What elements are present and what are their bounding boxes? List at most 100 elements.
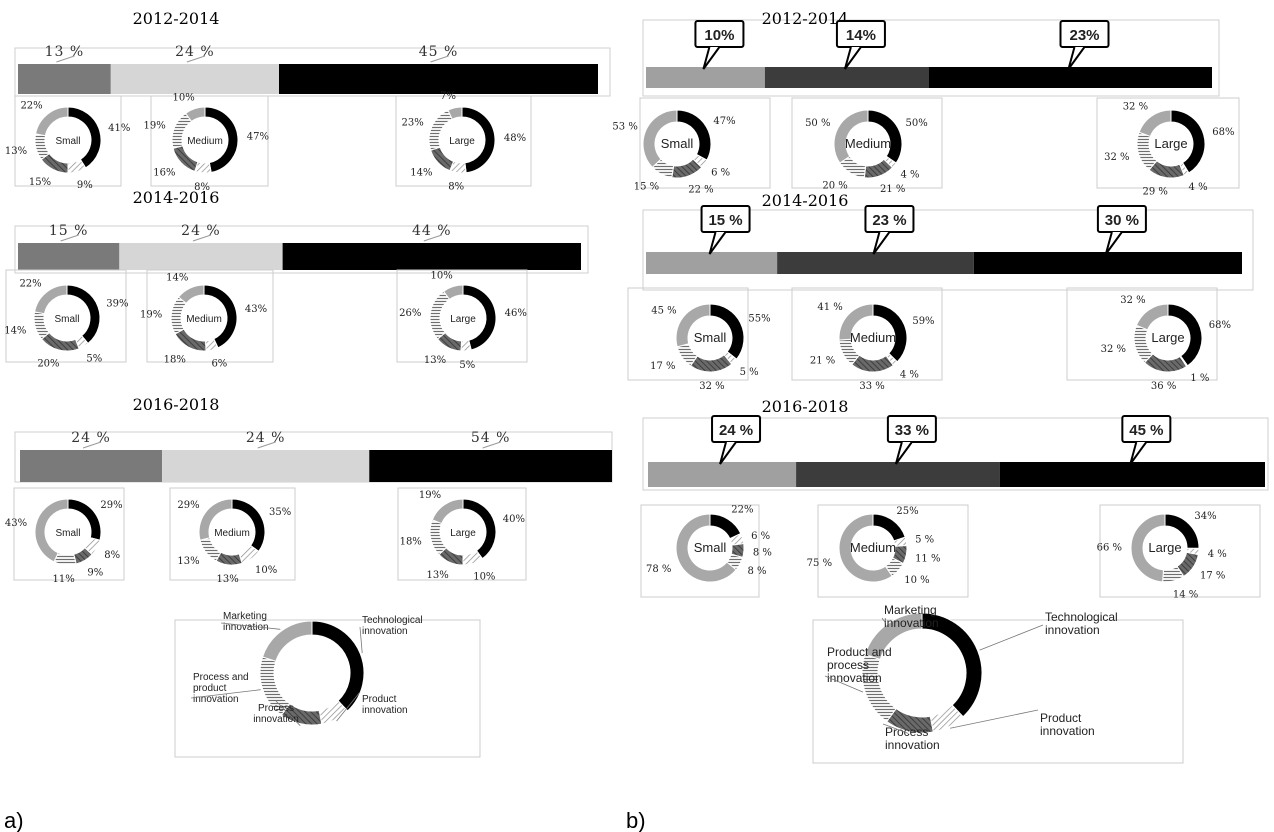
donut-center-label: Medium bbox=[850, 540, 896, 555]
donut-frame bbox=[13, 487, 125, 581]
donut-value-label: 5 % bbox=[915, 535, 934, 546]
legend-leader bbox=[950, 709, 1039, 729]
label-leader bbox=[482, 441, 501, 449]
donut-large-slice-3 bbox=[429, 519, 447, 556]
donut-value-label: 19% bbox=[143, 120, 165, 131]
legend-label: Product and process innovation bbox=[827, 645, 892, 685]
donut-value-label: 35% bbox=[269, 507, 291, 518]
donut-medium-slice-4 bbox=[838, 303, 874, 341]
bar-segment-label: 10% bbox=[704, 27, 734, 44]
donut-value-label: 39% bbox=[106, 298, 128, 309]
donut-large-slice-4 bbox=[447, 106, 463, 120]
bar-segment-label: 23 % bbox=[872, 212, 906, 229]
legend-leader bbox=[882, 723, 909, 734]
callout-pointer bbox=[843, 46, 862, 70]
chart-title: 2016-2018 bbox=[133, 395, 220, 414]
donut-value-label: 18% bbox=[164, 354, 186, 365]
donut-value-label: 13% bbox=[177, 556, 199, 567]
donut-value-label: 8% bbox=[104, 550, 120, 561]
bar-segment-1 bbox=[764, 67, 929, 88]
donut-value-label: 17 % bbox=[650, 361, 675, 372]
donut-small-slice-4 bbox=[33, 284, 68, 315]
bar-segment-1 bbox=[796, 462, 1000, 487]
bar-segment-1 bbox=[777, 252, 974, 274]
bar-segment-label: 14% bbox=[846, 27, 876, 44]
bar-segment-label: 44 % bbox=[412, 223, 452, 239]
donut-value-label: 40% bbox=[503, 514, 525, 525]
donut-center-label: Medium bbox=[186, 314, 222, 325]
donut-medium-slice-2 bbox=[851, 354, 894, 373]
donut-small: Small 39% 5% 20% 14% 22% bbox=[4, 279, 128, 370]
label-leader bbox=[60, 234, 79, 242]
bar-segment-label: 33 % bbox=[895, 422, 929, 439]
donut-value-label: 75 % bbox=[807, 558, 832, 569]
donut-value-label: 48% bbox=[504, 133, 526, 144]
donut-medium-slice-4 bbox=[198, 498, 233, 541]
donut-value-label: 21 % bbox=[880, 184, 905, 195]
donut-frame bbox=[1096, 97, 1240, 189]
donut-frame bbox=[639, 97, 771, 189]
donut-frame bbox=[14, 95, 122, 187]
donut-value-label: 32 % bbox=[1123, 101, 1148, 112]
donut-medium-slice-0 bbox=[872, 513, 906, 542]
bar-segment-1 bbox=[110, 64, 279, 94]
legend-leader bbox=[220, 622, 281, 630]
donut-value-label: 14 % bbox=[1173, 589, 1198, 600]
donut-small: Small 55% 5 % 32 % 17 % 45 % bbox=[650, 303, 771, 392]
donut-value-label: 25% bbox=[896, 506, 918, 517]
donut-value-label: 10% bbox=[255, 565, 277, 576]
donut-value-label: 36 % bbox=[1151, 381, 1176, 392]
legend-leader bbox=[336, 691, 361, 722]
donut-center-label: Large bbox=[450, 314, 476, 325]
donut-value-label: 6 % bbox=[711, 168, 730, 179]
donut-value-label: 19% bbox=[419, 490, 441, 501]
donut-value-label: 32 % bbox=[1104, 152, 1129, 163]
chart-title: 2012-2014 bbox=[133, 9, 220, 28]
callout-pointer bbox=[719, 441, 737, 465]
bar-segment-label: 54 % bbox=[471, 430, 511, 446]
bar-segment-label: 23% bbox=[1069, 27, 1099, 44]
chart-b-2012-2014: 2012-2014 10% 14% 23% Small 47% 6 % 22 % 15 % 53 … bbox=[612, 9, 1240, 197]
legend-frame bbox=[812, 619, 1184, 764]
bar-segment-label: 24 % bbox=[71, 430, 111, 446]
donut-value-label: 14% bbox=[4, 325, 26, 336]
chart-title: 2014-2016 bbox=[133, 188, 220, 207]
bar-segment-label: 45 % bbox=[419, 44, 459, 60]
chart-a-2014-2016: 2014-2016 15 % 24 % 44 % Small 39% 5% 20% 14% 22%… bbox=[4, 188, 589, 371]
donut-value-label: 4 % bbox=[1189, 182, 1208, 193]
donut-value-label: 8% bbox=[194, 182, 210, 193]
donut-value-label: 9% bbox=[87, 568, 103, 579]
label-leader bbox=[192, 234, 212, 242]
donut-value-label: 5% bbox=[459, 360, 475, 371]
callout-pointer bbox=[1104, 231, 1123, 255]
donut-value-label: 43% bbox=[5, 518, 27, 529]
callout-pointer bbox=[1129, 441, 1148, 465]
donut-medium: Medium 25% 5 % 11 % 10 % 75 % bbox=[807, 506, 941, 586]
donut-value-label: 6% bbox=[211, 359, 227, 370]
donut-value-label: 4 % bbox=[1208, 549, 1227, 560]
donut-value-label: 8 % bbox=[753, 548, 772, 559]
bar-frame bbox=[642, 209, 1254, 291]
bar-segment-0 bbox=[646, 67, 765, 88]
bar-segment-label: 15 % bbox=[49, 223, 89, 239]
bar-segment-2 bbox=[999, 462, 1265, 487]
label-leader bbox=[430, 55, 449, 63]
donut-center-label: Medium bbox=[845, 136, 891, 151]
donut-value-label: 18% bbox=[400, 537, 422, 548]
donut-value-label: 32 % bbox=[1101, 344, 1126, 355]
legend-leader bbox=[190, 689, 261, 699]
donut-medium-slice-4 bbox=[177, 284, 205, 305]
legend-leader bbox=[881, 617, 886, 624]
donut-small-slice-4 bbox=[675, 513, 737, 583]
donut-value-label: 78 % bbox=[646, 564, 671, 575]
bar-segment-label: 45 % bbox=[1129, 422, 1163, 439]
chart-a-2012-2014: 2012-2014 13 % 24 % 45 % Small 41% 9% 15% 13% 22%… bbox=[5, 9, 611, 193]
chart-title: 2012-2014 bbox=[762, 9, 849, 28]
bar-frame bbox=[14, 47, 611, 97]
donut-value-label: 8% bbox=[448, 182, 464, 193]
donut-value-label: 14% bbox=[166, 272, 188, 283]
donut-center-label: Medium bbox=[214, 528, 250, 539]
bar-frame bbox=[642, 417, 1269, 491]
donut-large: Large 48% 8% 14% 23% 7% bbox=[402, 91, 527, 193]
